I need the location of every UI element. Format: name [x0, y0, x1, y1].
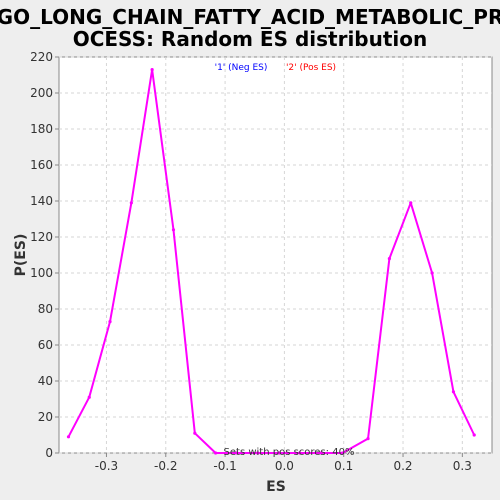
data-point — [277, 451, 281, 455]
y-tick-label: 80 — [38, 302, 53, 316]
data-point — [319, 451, 323, 455]
x-tick-label: -0.1 — [213, 459, 236, 473]
axis-layer: 0 20 40 60 80 100 120 140 160 180 200 220 -0.3 -0.2 -0… — [30, 50, 472, 473]
data-point — [150, 68, 154, 72]
data-point — [472, 433, 476, 437]
data-point — [256, 451, 260, 455]
y-tick-label: 120 — [30, 230, 53, 244]
legend-entry-pos-es: '2' (Pos ES) — [286, 63, 336, 73]
pos-scores-annotation: Sets with pos scores: 40% — [224, 447, 355, 458]
y-tick-label: 100 — [30, 266, 53, 280]
x-tick-label: -0.2 — [154, 459, 177, 473]
x-tick-label: -0.3 — [95, 459, 118, 473]
y-tick-label: 0 — [45, 446, 53, 460]
y-tick-label: 180 — [30, 122, 53, 136]
data-point — [340, 451, 345, 455]
data-point — [129, 201, 133, 205]
y-tick-label: 160 — [30, 158, 53, 172]
data-point — [451, 390, 456, 394]
y-tick-label: 40 — [38, 374, 53, 388]
data-point — [193, 431, 197, 435]
data-point — [171, 228, 176, 232]
data-point — [366, 437, 370, 441]
data-point — [213, 451, 218, 455]
y-tick-label: 140 — [30, 194, 53, 208]
chart-title-line1: GO_LONG_CHAIN_FATTY_ACID_METABOLIC_PR — [0, 5, 500, 29]
series-layer — [66, 68, 476, 455]
chart-title-line2: OCESS: Random ES distribution — [73, 27, 428, 51]
data-point — [430, 271, 434, 275]
data-point — [409, 201, 413, 205]
y-tick-label: 200 — [30, 86, 53, 100]
data-point — [298, 451, 302, 455]
y-tick-label: 220 — [30, 50, 53, 64]
x-tick-label: 0.1 — [334, 459, 353, 473]
y-axis-label: P(ES) — [13, 234, 29, 277]
plot-area — [58, 56, 493, 454]
x-tick-label: 0.2 — [393, 459, 412, 473]
data-point — [235, 451, 239, 455]
data-point — [66, 435, 71, 439]
y-tick-label: 60 — [38, 338, 53, 352]
series-line — [67, 68, 476, 454]
data-point — [108, 320, 112, 324]
data-point — [87, 395, 91, 399]
y-tick-label: 20 — [38, 410, 53, 424]
legend-entry-neg-es: '1' (Neg ES) — [215, 63, 268, 73]
x-tick-label: 0.0 — [275, 459, 294, 473]
data-point — [387, 257, 391, 261]
x-tick-label: 0.3 — [453, 459, 472, 473]
grid-layer — [59, 56, 492, 454]
x-axis-label: ES — [266, 479, 286, 495]
